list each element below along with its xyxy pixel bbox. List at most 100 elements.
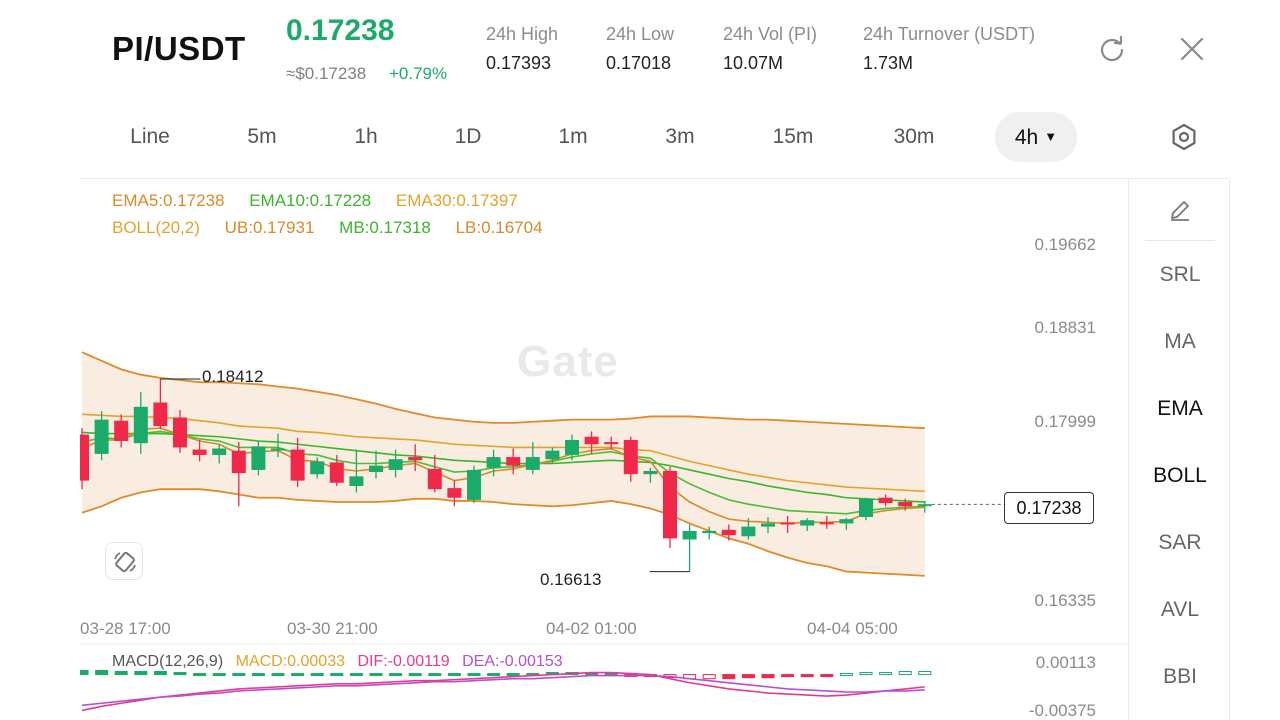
macd-histogram-bar: [114, 671, 128, 676]
macd-value: MACD:0.00033: [235, 653, 345, 670]
pair-title: PI/USDT: [112, 30, 246, 67]
candle-up: [761, 523, 775, 527]
boll-mid-line: [81, 431, 925, 503]
macd-legend: MACD(12,26,9) MACD:0.00033 DIF:-0.00119 …: [112, 653, 563, 671]
macd-histogram-bar: [271, 673, 285, 677]
macd-histogram-bar: [428, 673, 442, 677]
indicator-avl[interactable]: AVL: [1160, 598, 1200, 621]
refresh-icon[interactable]: [1097, 34, 1127, 64]
last-price-tag: 0.17238: [1004, 492, 1094, 524]
tab-4h[interactable]: 4h ▼: [995, 112, 1077, 162]
y-tick-label: 0.16335: [1034, 591, 1096, 610]
tab-15m[interactable]: 15m: [772, 125, 814, 148]
legend-boll: BOLL(20,2): [112, 218, 200, 237]
caret-down-icon: ▼: [1044, 129, 1058, 144]
candle-down: [290, 449, 305, 481]
macd-histogram-bar: [232, 673, 246, 677]
macd-histogram-bar: [781, 674, 795, 678]
kline-chart[interactable]: [80, 179, 1128, 720]
y-tick-label: 0.18831: [1034, 318, 1096, 337]
tab-5m[interactable]: 5m: [247, 125, 277, 148]
candle-down: [898, 502, 913, 507]
tab-1h[interactable]: 1h: [354, 125, 378, 148]
macd-histogram-bar: [820, 674, 834, 678]
settings-icon[interactable]: [1168, 121, 1200, 153]
indicator-sar[interactable]: SAR: [1158, 531, 1202, 554]
stat-label: 24h Turnover (USDT): [863, 24, 1036, 44]
macd-histogram-bar: [741, 674, 755, 679]
macd-histogram-bar: [251, 673, 265, 677]
indicator-bbi[interactable]: BBI: [1163, 665, 1197, 688]
macd-histogram-bar: [349, 673, 363, 677]
legend-row-boll: BOLL(20,2) UB:0.17931 MB:0.17318 LB:0.16…: [112, 218, 543, 238]
usd-price: ≈$0.17238: [286, 64, 367, 83]
macd-histogram-bar: [330, 673, 344, 677]
legend-row-ema: EMA5:0.17238 EMA10:0.17228 EMA30:0.17397: [112, 191, 518, 211]
stat-value: 1.73M: [863, 53, 914, 73]
chart-area[interactable]: EMA5:0.17238 EMA10:0.17228 EMA30:0.17397…: [80, 178, 1128, 720]
indicator-ema[interactable]: EMA: [1157, 397, 1203, 420]
draw-pencil-icon[interactable]: [1167, 197, 1193, 223]
tab-1d[interactable]: 1D: [454, 125, 482, 148]
macd-histogram-bar: [918, 671, 932, 676]
y-tick-label: 0.19662: [1034, 235, 1096, 254]
candle-up: [702, 530, 717, 534]
candle-up: [251, 446, 266, 470]
gate-watermark-logo: Gate: [517, 337, 619, 386]
candle-down: [663, 470, 677, 539]
stat-24h-turnover: 24h Turnover (USDT) 1.73M: [863, 24, 1035, 74]
stat-label: 24h Vol (PI): [723, 24, 818, 44]
macd-histogram-bar: [369, 673, 383, 677]
candle-down: [427, 468, 442, 490]
candle-up: [545, 450, 560, 460]
candle-down: [819, 522, 834, 525]
tab-3m[interactable]: 3m: [665, 125, 695, 148]
y-tick-label: 0.17999: [1034, 412, 1096, 431]
legend-boll-mb: MB:0.17318: [339, 218, 431, 237]
stat-label: 24h High: [486, 24, 559, 44]
macd-histogram-bar: [193, 673, 207, 677]
legend-boll-lb: LB:0.16704: [455, 218, 543, 237]
macd-histogram-bar: [859, 672, 873, 676]
candle-up: [486, 457, 501, 468]
candle-up: [682, 530, 697, 540]
indicator-srl[interactable]: SRL: [1159, 263, 1201, 286]
candle-down: [153, 402, 168, 427]
tab-30m[interactable]: 30m: [893, 125, 935, 148]
last-price: 0.17238: [286, 14, 395, 47]
candle-up: [349, 476, 364, 486]
candle-up: [212, 448, 227, 455]
chart-expand-button[interactable]: [105, 542, 143, 580]
macd-histogram-bar: [291, 673, 305, 677]
indicator-sidebar: SRL MA EMA BOLL SAR AVL BBI: [1128, 178, 1230, 720]
macd-histogram-bar: [134, 671, 148, 676]
candle-up: [388, 459, 403, 470]
candle-up: [525, 457, 540, 470]
macd-histogram-bar: [80, 669, 89, 676]
candle-up: [839, 519, 854, 524]
macd-title: MACD(12,26,9): [112, 653, 224, 670]
tab-1m[interactable]: 1m: [558, 125, 588, 148]
candle-down: [447, 488, 462, 498]
header: PI/USDT 0.17238 ≈$0.17238 +0.79% 24h Hig…: [0, 0, 1280, 100]
macd-histogram-bar: [408, 673, 422, 677]
macd-histogram-bar: [702, 674, 716, 680]
timeframe-tabs: Line 5m 1h 1D 1m 3m 15m 30m 4h ▼: [0, 108, 1280, 168]
macd-histogram-bar: [839, 673, 853, 677]
macd-histogram-bar: [447, 673, 461, 677]
indicator-ma[interactable]: MA: [1164, 330, 1196, 353]
macd-histogram-bar: [761, 674, 775, 679]
macd-histogram-bar: [506, 673, 520, 677]
indicator-boll[interactable]: BOLL: [1153, 464, 1207, 487]
macd-histogram-bar: [153, 671, 167, 676]
stat-label: 24h Low: [606, 24, 675, 44]
macd-histogram-bar: [310, 673, 324, 677]
macd-histogram-bar: [467, 673, 481, 677]
stat-24h-high: 24h High 0.17393: [486, 24, 558, 74]
macd-histogram-bar: [212, 673, 226, 677]
close-icon[interactable]: [1177, 34, 1207, 64]
tab-line[interactable]: Line: [130, 125, 170, 148]
change-percent: +0.79%: [389, 64, 448, 83]
candle-down: [721, 529, 736, 536]
macd-histogram-bar: [722, 674, 736, 680]
